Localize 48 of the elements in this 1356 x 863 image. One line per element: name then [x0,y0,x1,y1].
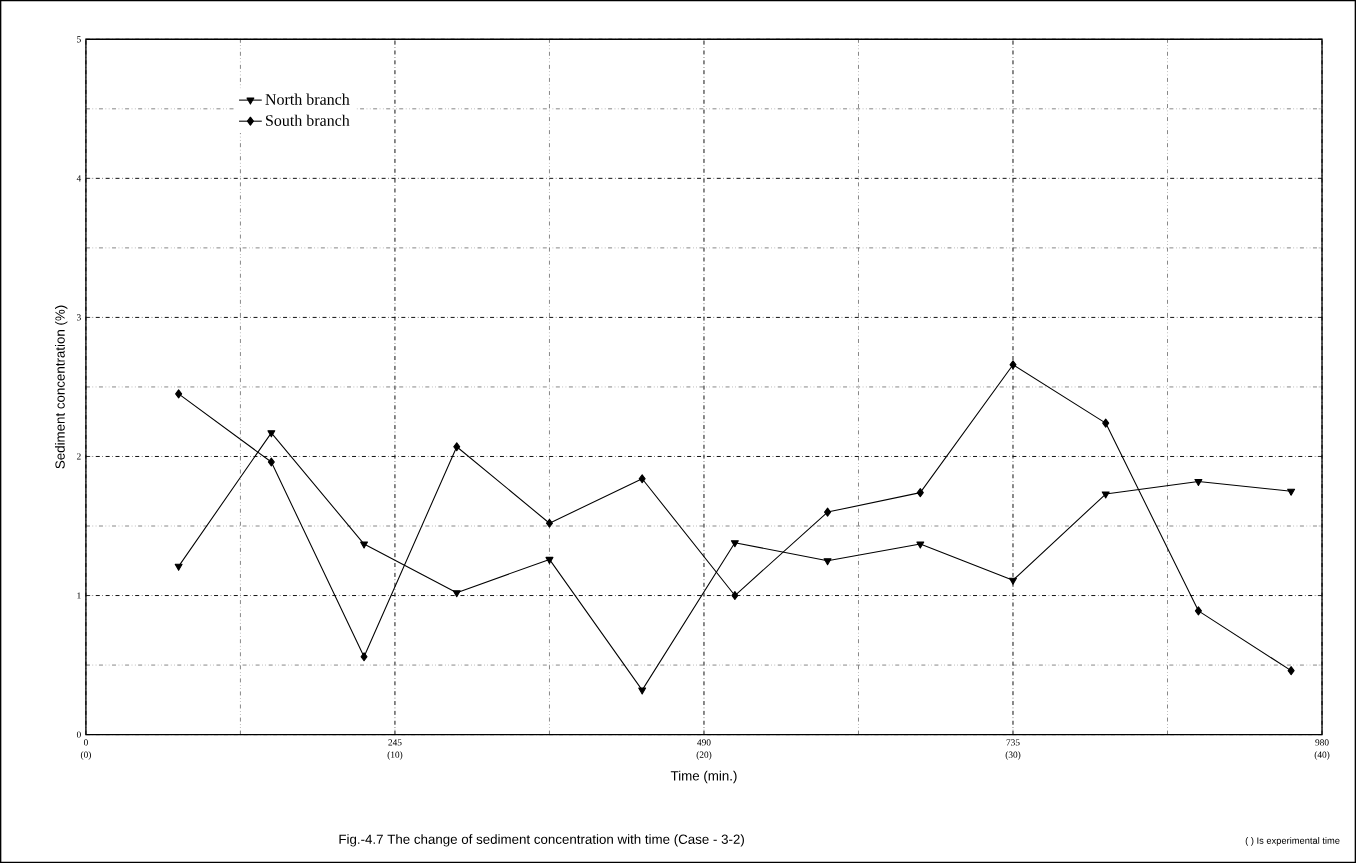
point [174,563,183,571]
point [638,687,647,695]
x-tick-label: 245 [388,739,402,746]
point [545,518,553,528]
point [1102,418,1110,428]
x-tick-label: 0 [83,739,88,746]
x-axis-title: Time (min.) [670,770,737,784]
legend-label: South branch [266,114,350,126]
point [916,541,925,549]
x2-tick-label: (10) [387,751,403,760]
y-tick-label: 5 [77,36,81,43]
x2-tick-label: (20) [696,751,712,760]
text: ( ) Is experimental time [1245,837,1340,846]
y-axis-title: Sediment concentration (%) [55,305,68,469]
point [360,652,368,662]
point [730,540,739,548]
point [1101,491,1110,499]
x-tick-label: 490 [697,739,711,746]
point [267,430,276,438]
point [175,389,183,399]
y-tick-label: 4 [76,175,82,182]
x2-tick-label: (30) [1005,751,1021,760]
point [916,488,924,498]
x2-tick-label: (40) [1314,751,1330,760]
point [267,457,275,467]
y-tick-label: 2 [76,453,81,460]
point [1194,606,1202,616]
y-tick-label: 3 [76,314,81,321]
x-tick-label: 735 [1006,739,1020,746]
point [823,558,832,566]
point [638,474,646,484]
point [1009,360,1017,370]
point [545,556,554,564]
point [1287,488,1296,496]
legend-label: North branch [265,93,350,105]
point [452,590,461,598]
point [1287,666,1295,676]
x-tick-label: 980 [1315,739,1329,746]
point [453,442,461,452]
x2-tick-label: (0) [80,751,91,760]
point [731,590,739,601]
y-tick-label: 1 [77,592,81,599]
y-tick-label: 0 [76,731,81,738]
point [824,507,832,517]
text: Fig.-4.7 The change of sediment concentration with time (Case - 3-2) [339,834,744,847]
point [360,541,369,549]
point [1009,577,1017,585]
point [1194,478,1203,486]
